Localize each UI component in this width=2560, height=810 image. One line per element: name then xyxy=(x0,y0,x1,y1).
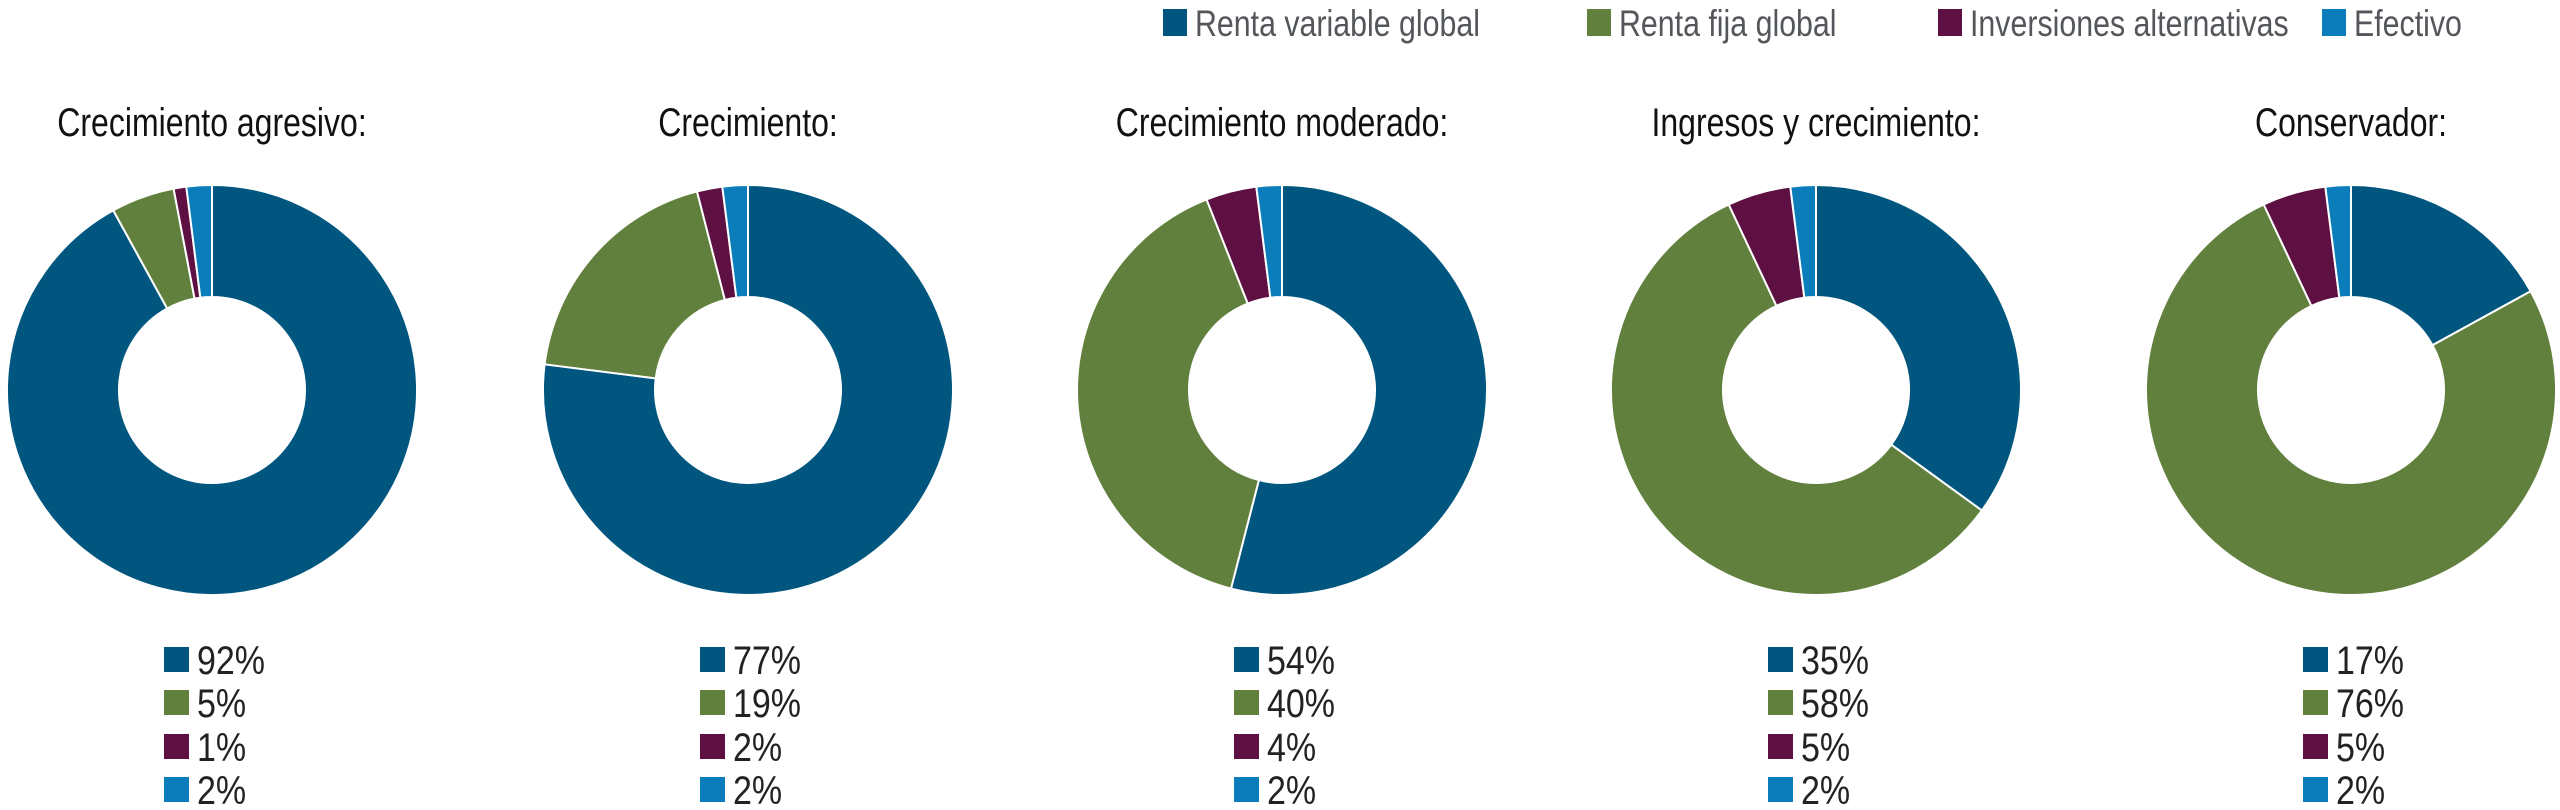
percent-label: 2% xyxy=(733,767,782,810)
data-label-swatch xyxy=(700,734,725,759)
data-label-swatch xyxy=(2303,647,2328,672)
donut-chart: Crecimiento moderado: 54%40%4%2% xyxy=(1076,100,1488,810)
percent-label: 77% xyxy=(733,637,801,682)
data-label: 92% xyxy=(164,637,265,683)
data-label-swatch xyxy=(2303,777,2328,802)
legend-swatch xyxy=(1938,9,1962,36)
data-label-swatch xyxy=(1234,690,1259,715)
data-label-swatch xyxy=(1234,647,1259,672)
donut-chart: Ingresos y crecimiento: 35%58%5%2% xyxy=(1610,100,2022,810)
percent-label: 19% xyxy=(733,680,801,725)
percent-label: 2% xyxy=(1267,767,1316,810)
percent-label: 54% xyxy=(1267,637,1335,682)
legend-label: Efectivo xyxy=(2354,3,2462,45)
data-label-swatch xyxy=(2303,690,2328,715)
legend-label: Renta variable global xyxy=(1195,3,1480,45)
data-label: 2% xyxy=(1768,767,1850,810)
data-label: 2% xyxy=(2303,767,2385,810)
legend: Renta variable global Renta fija global In… xyxy=(1163,3,2462,45)
percent-label: 2% xyxy=(197,767,246,810)
data-label-swatch xyxy=(700,777,725,802)
donut-slice xyxy=(1815,183,2022,512)
data-label-swatch xyxy=(164,734,189,759)
percent-label: 17% xyxy=(2336,637,2404,682)
data-label-swatch xyxy=(164,777,189,802)
legend-item: Efectivo xyxy=(2322,3,2462,45)
donut-chart: Crecimiento agresivo: 92%5%1%2% xyxy=(6,100,418,810)
percent-label: 5% xyxy=(2336,724,2385,769)
data-label: 5% xyxy=(164,680,246,726)
donut-slice xyxy=(721,183,749,299)
data-label: 5% xyxy=(2303,724,2385,770)
donut-slice xyxy=(1229,183,1488,596)
data-label-swatch xyxy=(1234,734,1259,759)
data-label-swatch xyxy=(1768,734,1793,759)
donut-slice xyxy=(542,183,954,596)
data-label-swatch xyxy=(2303,734,2328,759)
donut-slice xyxy=(1076,198,1261,590)
percent-label: 2% xyxy=(1801,767,1850,810)
chart-title: Crecimiento agresivo: xyxy=(57,100,366,145)
chart-title: Crecimiento: xyxy=(658,100,838,145)
donut-slice xyxy=(2324,183,2352,299)
legend-label: Inversiones alternativas xyxy=(1970,3,2289,45)
percent-label: 40% xyxy=(1267,680,1335,725)
data-label-swatch xyxy=(1768,690,1793,715)
percent-label: 5% xyxy=(1801,724,1850,769)
donut-slice xyxy=(543,190,727,380)
percent-label: 35% xyxy=(1801,637,1869,682)
data-label: 19% xyxy=(700,680,801,726)
data-label-swatch xyxy=(700,690,725,715)
data-label-swatch xyxy=(1768,647,1793,672)
chart-title: Crecimiento moderado: xyxy=(1116,100,1449,145)
donut-chart: Conservador: 17%76%5%2% xyxy=(2145,100,2557,810)
data-label: 40% xyxy=(1234,680,1335,726)
data-label-swatch xyxy=(1768,777,1793,802)
legend-swatch xyxy=(1163,9,1187,36)
data-label: 17% xyxy=(2303,637,2404,683)
data-label: 76% xyxy=(2303,680,2404,726)
data-label-swatch xyxy=(164,647,189,672)
data-label: 77% xyxy=(700,637,801,683)
donut-charts: Crecimiento agresivo:92%5%1%2%Crecimient… xyxy=(6,100,2557,810)
percent-label: 4% xyxy=(1267,724,1316,769)
data-label-swatch xyxy=(164,690,189,715)
legend-item: Renta variable global xyxy=(1163,3,1480,45)
data-label-swatch xyxy=(700,647,725,672)
percent-label: 92% xyxy=(197,637,265,682)
donut-slice xyxy=(2350,183,2532,347)
donut-chart: Crecimiento:77%19%2%2% xyxy=(542,100,954,810)
percent-label: 1% xyxy=(197,724,246,769)
legend-label: Renta fija global xyxy=(1619,3,1837,45)
legend-item: Inversiones alternativas xyxy=(1938,3,2289,45)
legend-swatch xyxy=(2322,9,2346,36)
data-label: 4% xyxy=(1234,724,1316,770)
data-label: 2% xyxy=(700,724,782,770)
data-label: 2% xyxy=(164,767,246,810)
data-label: 5% xyxy=(1768,724,1850,770)
chart-title: Conservador: xyxy=(2255,100,2447,145)
data-label: 54% xyxy=(1234,637,1335,683)
percent-label: 76% xyxy=(2336,680,2404,725)
donut-slice xyxy=(1255,183,1283,299)
chart-title: Ingresos y crecimiento: xyxy=(1651,100,1980,145)
donut-slice xyxy=(185,183,213,299)
data-label: 2% xyxy=(1234,767,1316,810)
donut-slice xyxy=(1789,183,1817,299)
data-label: 58% xyxy=(1768,680,1869,726)
legend-item: Renta fija global xyxy=(1587,3,1837,45)
data-label-swatch xyxy=(1234,777,1259,802)
percent-label: 58% xyxy=(1801,680,1869,725)
data-label: 2% xyxy=(700,767,782,810)
donut-slice xyxy=(1610,203,1984,596)
legend-swatch xyxy=(1587,9,1611,36)
data-label: 1% xyxy=(164,724,246,770)
data-label: 35% xyxy=(1768,637,1869,683)
percent-label: 2% xyxy=(2336,767,2385,810)
donut-slice xyxy=(6,183,418,596)
percent-label: 2% xyxy=(733,724,782,769)
donut-slice xyxy=(2145,203,2557,597)
percent-label: 5% xyxy=(197,680,246,725)
